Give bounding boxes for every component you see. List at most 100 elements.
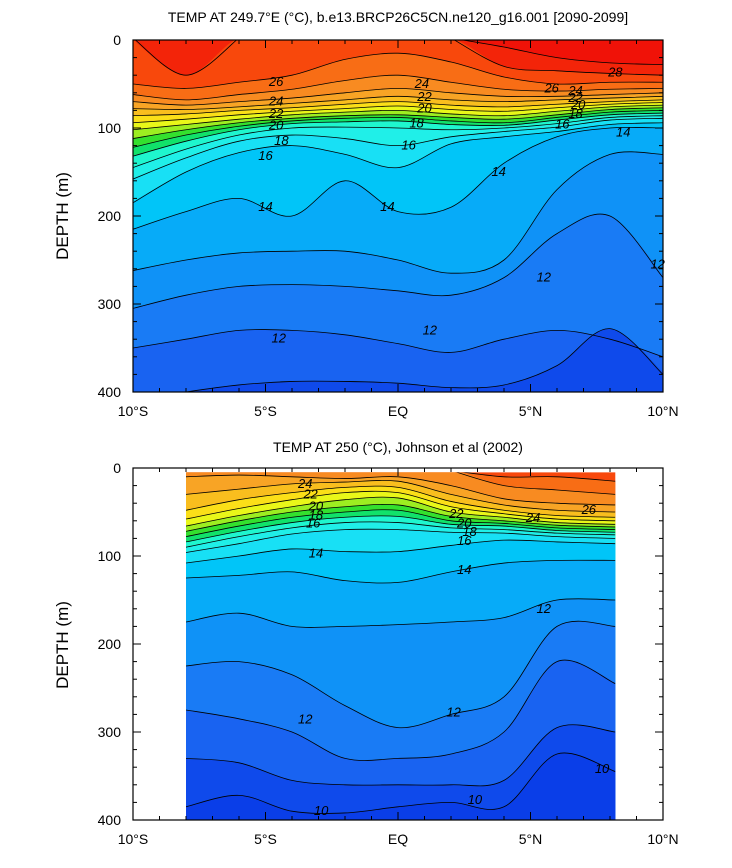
contour-label: 26 — [581, 502, 597, 517]
y-tick-label: 400 — [98, 812, 122, 828]
x-tick-label: 10°N — [647, 831, 678, 847]
x-tick-label: 5°N — [519, 403, 543, 419]
isotherm-18 — [133, 112, 663, 157]
x-tick-label: 5°S — [254, 403, 277, 419]
isotherm-17 — [133, 115, 663, 168]
contour-label: 22 — [567, 90, 583, 105]
contour-label: 16 — [401, 138, 416, 153]
contour-label: 24 — [268, 94, 283, 109]
isotherm-28 — [134, 40, 238, 76]
x-tick-label: EQ — [388, 403, 408, 419]
isotherm-24 — [133, 95, 663, 110]
contour-label: 14 — [380, 199, 394, 214]
contour-label: 28 — [607, 65, 623, 80]
isotherm-16 — [133, 117, 663, 180]
isotherm-13 — [186, 598, 616, 628]
chart-title-bottom: TEMP AT 250 (°C), Johnson et al (2002) — [273, 439, 523, 455]
x-tick-label: 5°S — [254, 831, 277, 847]
contour-label: 18 — [409, 116, 424, 131]
contour-label: 12 — [272, 330, 287, 345]
isotherm-28 — [453, 40, 663, 76]
contour-label: 20 — [268, 117, 284, 132]
y-tick-label: 200 — [98, 636, 122, 652]
y-tick-label: 0 — [113, 32, 121, 48]
isotherm-20 — [186, 503, 616, 532]
y-tick-label: 100 — [98, 548, 122, 564]
contour-label: 14 — [491, 164, 505, 179]
contour-label: 26 — [268, 74, 284, 89]
contour-label: 14 — [457, 562, 471, 577]
contour-label: 14 — [258, 199, 272, 214]
contour-label: 12 — [537, 601, 552, 616]
contour-label: 10 — [595, 761, 610, 776]
isotherm-14 — [133, 126, 663, 230]
isotherm-15 — [186, 539, 616, 564]
x-tick-label: 10°N — [647, 403, 678, 419]
isotherm-24 — [186, 480, 616, 513]
y-axis-label-top: DEPTH (m) — [53, 172, 72, 260]
contour-label: 20 — [570, 97, 586, 112]
isotherm-22 — [186, 490, 616, 522]
contour-label: 12 — [298, 712, 313, 727]
y-tick-label: 200 — [98, 208, 122, 224]
isotherm-19 — [133, 110, 663, 148]
contour-label: 24 — [525, 510, 540, 525]
contour-label: 22 — [416, 89, 432, 104]
contour-label: 10 — [314, 803, 329, 818]
y-tick-label: 300 — [98, 296, 122, 312]
y-tick-label: 0 — [113, 460, 121, 476]
panel-top: TEMP AT 249.7°E (°C), b.e13.BRCP26C5CN.n… — [53, 9, 679, 419]
contour-label: 18 — [309, 508, 324, 523]
band-11 — [133, 329, 663, 392]
isotherm-9 — [186, 752, 616, 814]
isotherm-19 — [186, 509, 616, 538]
band-10 — [186, 724, 616, 820]
contour-label: 12 — [650, 256, 665, 271]
isotherm-21 — [133, 104, 663, 131]
isotherm-12 — [133, 213, 663, 309]
contour-field-0 — [133, 40, 663, 392]
contour-label: 18 — [274, 133, 289, 148]
contour-label: 20 — [456, 515, 472, 530]
contour-label: 18 — [568, 106, 583, 121]
contour-label: 14 — [616, 124, 630, 139]
contour-label: 16 — [555, 116, 570, 131]
isotherm-13 — [133, 151, 663, 274]
isotherm-27 — [133, 52, 663, 89]
isotherm-18 — [186, 515, 616, 543]
isotherm-11 — [133, 329, 663, 358]
x-tick-label: 5°N — [519, 831, 543, 847]
isotherm-12 — [186, 620, 616, 729]
y-tick-label: 300 — [98, 724, 122, 740]
isotherm-14 — [186, 559, 616, 584]
contour-label: 24 — [414, 76, 429, 91]
contour-label: 12 — [446, 705, 461, 720]
isotherm-26 — [133, 74, 663, 101]
contour-label: 24 — [297, 476, 312, 491]
contour-label: 26 — [543, 80, 559, 95]
contour-label: 12 — [537, 270, 552, 285]
x-tick-label: 10°S — [118, 831, 149, 847]
isotherm-17 — [186, 521, 616, 548]
contour-label: 16 — [258, 148, 273, 163]
y-axis-label-bottom: DEPTH (m) — [53, 601, 72, 689]
contour-label: 16 — [457, 533, 472, 548]
isotherm-27 — [462, 472, 616, 482]
isotherm-23 — [186, 485, 616, 518]
isotherm-26 — [456, 472, 616, 495]
y-tick-label: 100 — [98, 120, 122, 136]
panel-bottom: TEMP AT 250 (°C), Johnson et al (2002) D… — [53, 439, 679, 847]
isotherm-20 — [133, 107, 663, 139]
isotherm-22 — [133, 102, 663, 124]
band-10 — [186, 328, 663, 392]
contour-label: 22 — [302, 486, 318, 501]
contour-label: 20 — [416, 101, 432, 116]
y-tick-label: 400 — [98, 384, 122, 400]
isotherm-25 — [186, 474, 616, 506]
isotherm-10 — [183, 328, 663, 392]
x-tick-label: EQ — [388, 831, 408, 847]
contour-label: 18 — [462, 524, 477, 539]
isotherm-10 — [186, 724, 616, 787]
contour-label: 12 — [423, 322, 438, 337]
